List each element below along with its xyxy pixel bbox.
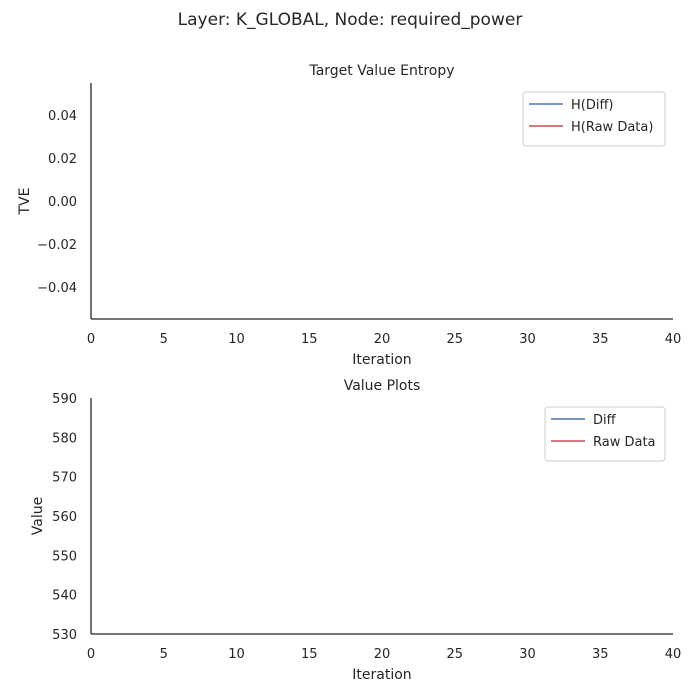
x-tick-label: 25 <box>446 647 463 662</box>
figure-title: Layer: K_GLOBAL, Node: required_power <box>177 10 523 30</box>
x-tick-label: 20 <box>374 332 391 347</box>
x-tick-label: 40 <box>665 647 682 662</box>
x-tick-label: 35 <box>592 332 609 347</box>
legend: Diff Raw Data <box>544 406 666 462</box>
y-axis-label: TVE <box>17 188 33 216</box>
x-axis-label: Iteration <box>352 352 411 368</box>
x-tick-label: 35 <box>592 647 609 662</box>
x-tick-label: 5 <box>160 332 168 347</box>
y-tick-label: 590 <box>52 392 77 407</box>
legend-label: Raw Data <box>593 435 656 450</box>
axes-panel-1: Target Value Entropy 0 5 10 15 20 25 30 35 40 −0.0… <box>17 63 681 368</box>
x-tick-label: 30 <box>519 647 536 662</box>
axes-title: Target Value Entropy <box>308 63 454 79</box>
x-tick-label: 5 <box>160 647 168 662</box>
axes-panel-2: Value Plots 0 5 10 15 20 25 30 35 40 530 540 550 560 5… <box>30 378 681 683</box>
x-tick-label: 0 <box>87 332 95 347</box>
x-tick-label: 10 <box>228 332 245 347</box>
y-tick-label: 540 <box>52 589 77 604</box>
legend: H(Diff) H(Raw Data) <box>522 91 666 147</box>
y-tick-label: 0.04 <box>48 109 77 124</box>
y-tick-label: 0.02 <box>48 152 77 167</box>
legend-box <box>522 91 666 147</box>
legend-label: H(Raw Data) <box>571 120 653 135</box>
y-tick-label: 580 <box>52 431 77 446</box>
legend-label: Diff <box>593 413 617 428</box>
x-tick-label: 15 <box>301 332 318 347</box>
y-tick-label: 560 <box>52 510 77 525</box>
x-tick-label: 15 <box>301 647 318 662</box>
x-tick-label: 40 <box>665 332 682 347</box>
x-axis-label: Iteration <box>352 667 411 683</box>
y-tick-label: −0.04 <box>37 281 77 296</box>
y-tick-label: −0.02 <box>37 238 77 253</box>
y-tick-label: 550 <box>52 549 77 564</box>
y-tick-label: 0.00 <box>48 195 77 210</box>
x-tick-label: 10 <box>228 647 245 662</box>
legend-box <box>544 406 666 462</box>
x-tick-label: 20 <box>374 647 391 662</box>
axes-title: Value Plots <box>344 378 421 394</box>
y-tick-label: 530 <box>52 628 77 643</box>
x-tick-label: 30 <box>519 332 536 347</box>
y-axis-label: Value <box>30 497 46 535</box>
x-tick-label: 0 <box>87 647 95 662</box>
y-tick-label: 570 <box>52 471 77 486</box>
legend-label: H(Diff) <box>571 98 614 113</box>
x-tick-label: 25 <box>446 332 463 347</box>
